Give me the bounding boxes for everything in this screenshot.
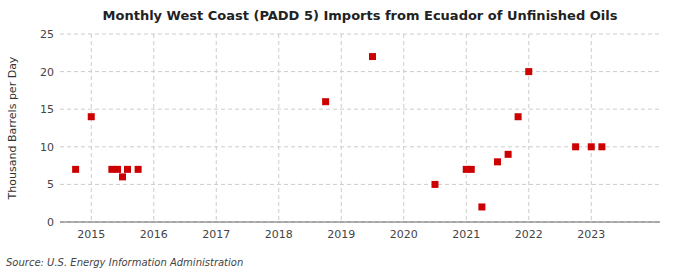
point xyxy=(88,113,95,120)
x-tick-label: 2023 xyxy=(577,228,605,241)
source-note: Source: U.S. Energy Information Administ… xyxy=(6,257,243,268)
x-grid-line xyxy=(528,34,529,222)
point xyxy=(468,166,475,173)
x-grid-line xyxy=(153,34,154,222)
point xyxy=(432,181,439,188)
x-grid-line xyxy=(278,34,279,222)
y-tick-label: 5 xyxy=(47,178,54,191)
x-tick-label: 2018 xyxy=(265,228,293,241)
y-grid-line xyxy=(60,222,660,223)
x-grid-line xyxy=(341,34,342,222)
y-tick-label: 10 xyxy=(40,141,54,154)
y-tick-label: 20 xyxy=(40,66,54,79)
y-tick-label: 25 xyxy=(40,28,54,41)
points xyxy=(72,53,605,210)
point xyxy=(119,173,126,180)
point xyxy=(369,53,376,60)
x-tick-label: 2021 xyxy=(452,228,480,241)
y-grid-line xyxy=(60,146,660,147)
x-tick-label: 2019 xyxy=(327,228,355,241)
x-tick-label: 2017 xyxy=(202,228,230,241)
chart: Monthly West Coast (PADD 5) Imports from… xyxy=(0,0,675,275)
point xyxy=(135,166,142,173)
y-grid-line xyxy=(60,71,660,72)
point xyxy=(572,143,579,150)
y-tick-label: 0 xyxy=(47,216,54,229)
x-grid-line xyxy=(403,34,404,222)
x-tick-label: 2022 xyxy=(515,228,543,241)
point xyxy=(598,143,605,150)
x-grid-line xyxy=(91,34,92,222)
point xyxy=(478,203,485,210)
x-grid-line xyxy=(466,34,467,222)
y-grid-line xyxy=(60,34,660,35)
point xyxy=(525,68,532,75)
grid xyxy=(60,34,660,222)
point xyxy=(494,158,501,165)
x-grid-line xyxy=(216,34,217,222)
point xyxy=(72,166,79,173)
x-grid-line xyxy=(591,34,592,222)
point xyxy=(515,113,522,120)
x-tick-label: 2020 xyxy=(390,228,418,241)
point xyxy=(124,166,131,173)
x-tick-label: 2015 xyxy=(77,228,105,241)
y-grid-line xyxy=(60,109,660,110)
y-tick-label: 15 xyxy=(40,103,54,116)
y-axis-label: Thousand Barrels per Day xyxy=(6,56,19,200)
point xyxy=(322,98,329,105)
x-tick-label: 2016 xyxy=(140,228,168,241)
x-axis-line xyxy=(60,222,660,223)
point xyxy=(505,151,512,158)
point xyxy=(114,166,121,173)
title: Monthly West Coast (PADD 5) Imports from… xyxy=(103,8,618,23)
point xyxy=(588,143,595,150)
y-grid-line xyxy=(60,184,660,185)
